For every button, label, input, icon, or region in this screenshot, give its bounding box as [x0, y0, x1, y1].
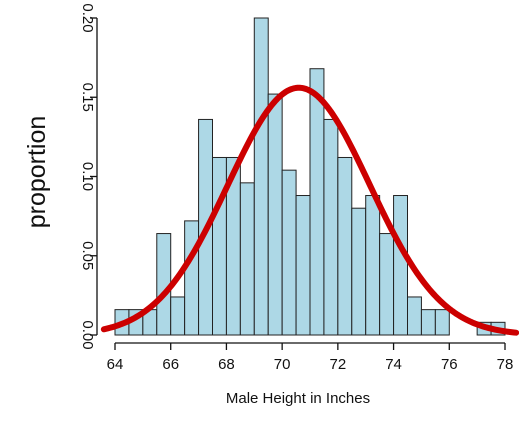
histogram-bar: [239, 182, 255, 336]
histogram-bar: [379, 233, 395, 336]
x-axis: 64 66 68 70 72 74 76 78: [107, 342, 514, 373]
x-tick-label: 64: [107, 356, 124, 373]
x-tick-label: 68: [218, 356, 235, 373]
histogram-bar: [267, 93, 283, 336]
y-axis: 0.00 0.05 0.10 0.15 0.20: [79, 3, 98, 350]
x-tick-label: 72: [330, 356, 347, 373]
histogram-bar: [212, 156, 227, 336]
histogram-bar: [407, 296, 422, 336]
x-tick-label: 78: [497, 356, 514, 373]
histogram-bar: [281, 169, 297, 336]
x-axis-title: Male Height in Inches: [226, 390, 370, 407]
x-tick-label: 66: [162, 356, 179, 373]
y-axis-title: proportion: [23, 116, 51, 229]
histogram-bar: [393, 195, 409, 336]
histogram-bar: [170, 296, 186, 336]
y-tick-label: 0.20: [79, 3, 96, 32]
y-tick-label: 0.10: [79, 162, 96, 191]
y-tick-label: 0.15: [79, 83, 96, 112]
x-tick-label: 76: [441, 356, 458, 373]
histogram-bar: [295, 195, 311, 336]
y-tick-label: 0.00: [79, 320, 96, 349]
histogram-bar: [337, 156, 353, 336]
histogram-bar: [184, 220, 200, 336]
x-tick-label: 70: [274, 356, 291, 373]
histogram-bar: [323, 118, 339, 336]
histogram-bar: [351, 207, 367, 336]
y-ticks: 0.00 0.05 0.10 0.15 0.20: [79, 3, 97, 350]
histogram-bar: [365, 195, 381, 336]
histogram-bar: [420, 309, 436, 336]
x-ticks: 64 66 68 70 72 74 76 78: [107, 343, 514, 373]
histogram-bar: [434, 309, 450, 336]
histogram-bar: [309, 68, 325, 336]
histogram-bar: [253, 17, 269, 336]
y-tick-label: 0.05: [79, 241, 96, 270]
x-tick-label: 74: [385, 356, 402, 373]
normal-curve: [100, 84, 519, 336]
